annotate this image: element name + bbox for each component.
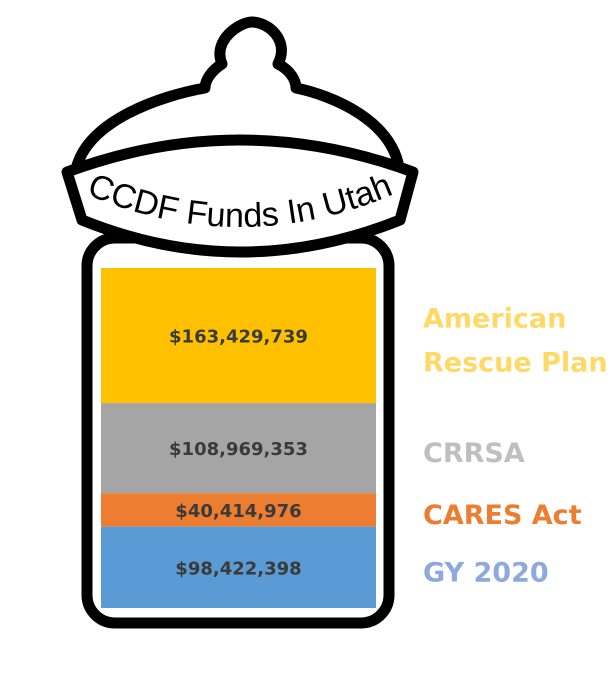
label-band — [61, 134, 419, 258]
segment-crrsa — [101, 403, 376, 494]
legend-label-american-rescue-plan: American Rescue Plan — [423, 304, 608, 379]
jar-lid — [69, 16, 406, 181]
segment-gy-2020 — [101, 526, 376, 608]
legend-label-crrsa: CRRSA — [423, 438, 525, 469]
segment-american-rescue-plan — [101, 268, 376, 404]
value-label-crrsa: $108,969,353 — [169, 439, 308, 460]
legend-label-gy-2020: GY 2020 — [423, 557, 549, 588]
value-label-cares-act: $40,414,976 — [175, 501, 301, 522]
legend-label-cares-act: CARES Act — [423, 500, 582, 531]
legend: American Rescue Plan CRRSA CARES Act GY 2020 — [423, 304, 608, 589]
value-label-gy-2020: $98,422,398 — [175, 558, 301, 579]
value-label-american-rescue-plan: $163,429,739 — [169, 327, 308, 348]
stacked-bar: $163,429,739 $108,969,353 $40,414,976 $98,4… — [101, 268, 376, 608]
segment-cares-act — [101, 493, 376, 527]
